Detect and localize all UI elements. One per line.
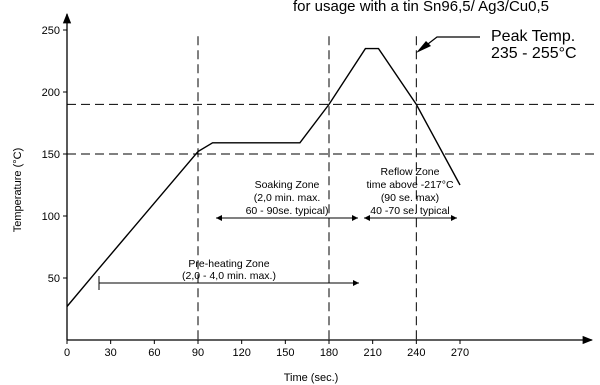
soaking-zone-annotation: Soaking Zone (2,0 min. max. 60 - 90se. t… <box>246 179 329 217</box>
x-tick-label-90: 90 <box>192 347 204 359</box>
reference-lines <box>67 36 598 340</box>
temperature-profile-line <box>66 47 461 307</box>
x-tick-label-120: 120 <box>232 347 250 359</box>
x-tick-label-270: 270 <box>451 347 469 359</box>
reflow-zone-title: Reflow Zone <box>381 166 440 178</box>
peak-annotation: Peak Temp. 235 - 255°C <box>416 28 577 62</box>
x-tick-label-240: 240 <box>407 347 425 359</box>
preheat-zone-annotation: Pre-heating Zone (2,0 - 4,0 min. max.) <box>182 258 276 282</box>
chart-title: for usage with a tin Sn96,5/ Ag3/Cu0,5 <box>293 0 549 15</box>
y-tick-label-250: 250 <box>42 25 60 37</box>
reflow-zone-annotation: Reflow Zone time above -217°C (90 se. ma… <box>366 166 453 217</box>
soaking-zone-title: Soaking Zone <box>255 179 320 191</box>
peak-leader-line <box>423 36 480 48</box>
peak-range-label: 235 - 255°C <box>491 45 577 62</box>
x-tick-label-180: 180 <box>320 347 338 359</box>
x-tick-label-30: 30 <box>105 347 117 359</box>
x-axis-label: Time (sec.) <box>284 372 339 384</box>
preheat-zone-title: Pre-heating Zone <box>188 258 269 270</box>
soaking-zone-line3: 60 - 90se. typical) <box>246 205 329 217</box>
y-axis-ticks: 50 100 150 200 250 <box>42 25 67 285</box>
x-axis-ticks: 0 30 60 90 120 150 180 210 240 270 <box>64 340 469 359</box>
x-tick-label-60: 60 <box>148 347 160 359</box>
y-axis-label: Temperature (°C) <box>12 148 24 232</box>
reflow-zone-line4: 40 -70 se. typical <box>370 205 449 217</box>
peak-pointer-icon <box>416 41 431 53</box>
y-tick-label-200: 200 <box>42 87 60 99</box>
x-tick-label-210: 210 <box>363 347 381 359</box>
peak-label: Peak Temp. <box>491 28 575 45</box>
y-tick-label-50: 50 <box>48 273 60 285</box>
preheat-zone-line2: (2,0 - 4,0 min. max.) <box>182 270 276 282</box>
reflow-zone-line3: (90 se. max) <box>381 192 439 204</box>
x-tick-label-150: 150 <box>276 347 294 359</box>
soaking-zone-line2: (2,0 min. max. <box>254 192 321 204</box>
y-tick-label-100: 100 <box>42 211 60 223</box>
reflow-zone-line2: time above -217°C <box>366 179 453 191</box>
x-tick-label-0: 0 <box>64 347 70 359</box>
y-tick-label-150: 150 <box>42 149 60 161</box>
